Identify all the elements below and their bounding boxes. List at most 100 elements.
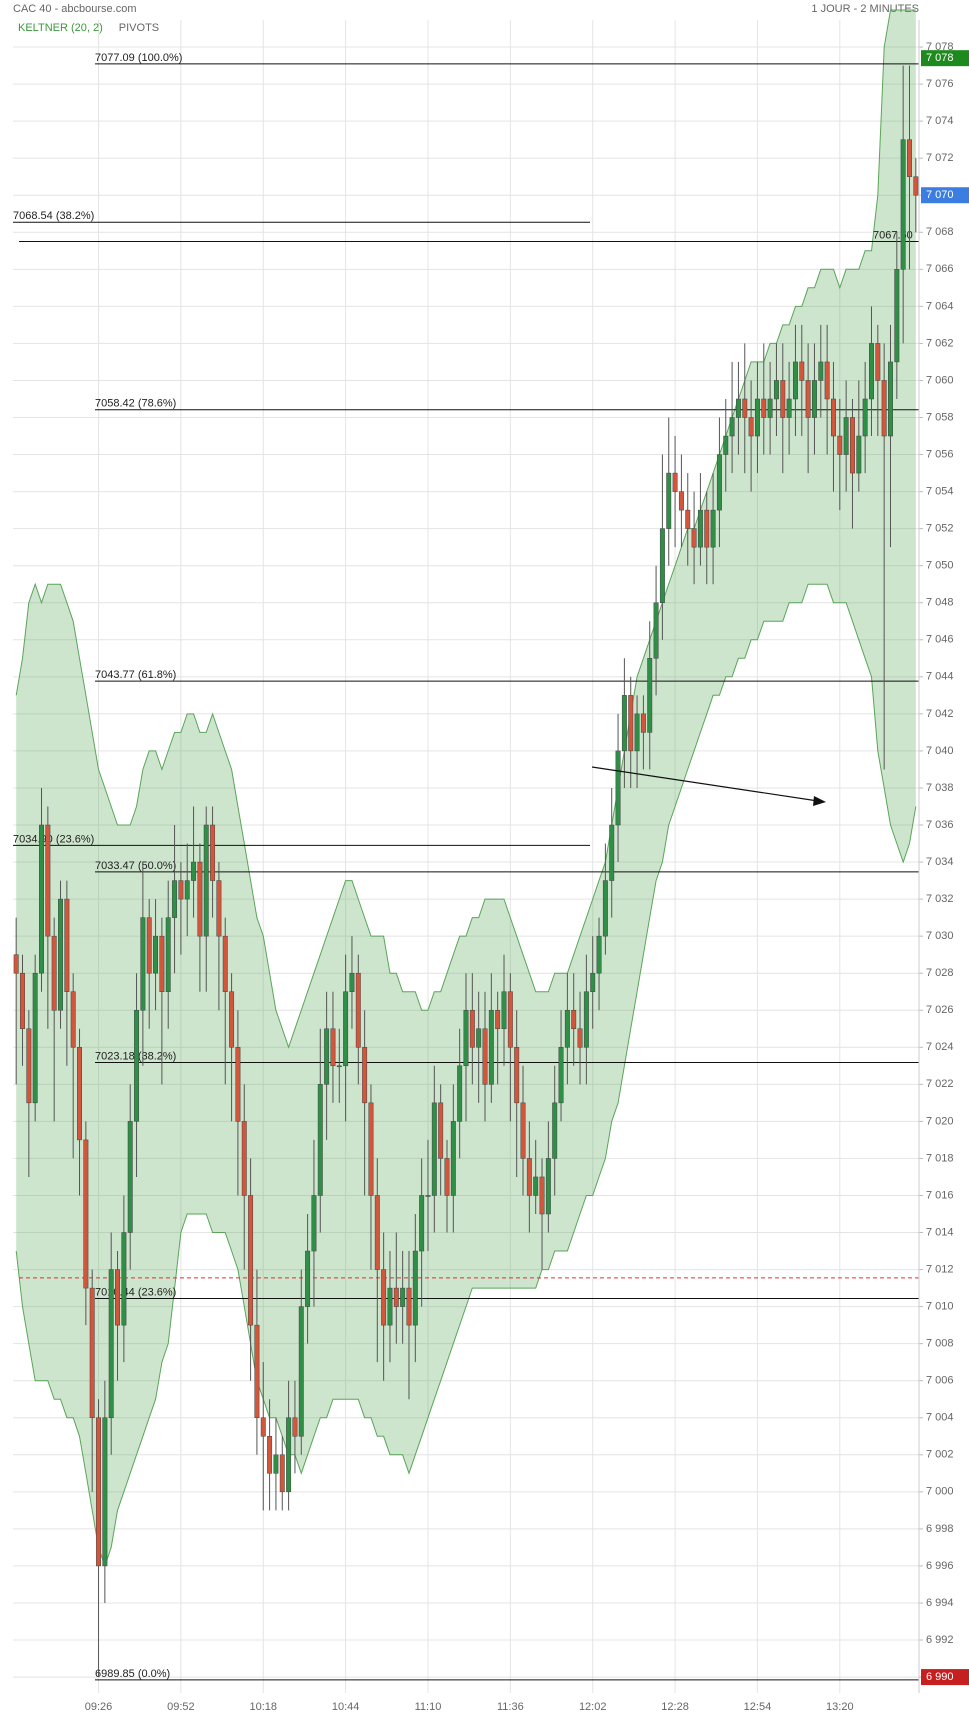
timeframe: 1 JOUR - 2 MINUTES [811,3,919,15]
candle-body [824,361,830,400]
y-tick-label: 7 000 [926,1486,954,1498]
candle-body [862,398,868,437]
y-tick-label: 7 034 [926,856,954,868]
candle-body [856,435,862,474]
candle-body [735,398,741,418]
candle-body [165,917,171,992]
candle-body [51,935,57,1011]
candle-body [431,1102,437,1196]
candle-body [900,139,906,270]
candle-body [248,1195,254,1326]
candle-body [894,269,900,363]
candle-body [723,435,729,455]
y-tick-label: 7 010 [926,1301,954,1313]
candle-body [330,1028,336,1067]
candle-body [716,454,722,511]
y-tick-label: 7 016 [926,1189,954,1201]
candle-body [602,880,608,937]
price-badge-label: 6 990 [926,1671,954,1683]
candle-body [32,972,38,1104]
candle-body [343,991,349,1067]
price-badge [921,187,969,204]
candle-body [501,991,507,1030]
candle-body [102,1417,108,1567]
candle-body [590,972,596,992]
candle-body [89,1287,95,1418]
candle-body [292,1417,298,1437]
candle-body [640,713,646,733]
candles [13,65,919,1678]
y-tick-label: 7 072 [926,152,954,164]
candle-body [203,824,209,937]
candle-body [799,361,805,381]
candle-body [444,1158,450,1196]
y-tick-label: 7 024 [926,1041,954,1053]
candle-body [754,398,760,437]
candle-body [393,1287,399,1307]
candle-body [425,1195,431,1197]
candle-body [805,380,811,418]
candle-body [45,824,51,937]
candle-body [387,1287,393,1326]
candle-body [216,880,222,937]
candle-body [596,935,602,974]
legend-entry: PIVOTS [119,22,159,34]
y-tick-label: 7 076 [926,78,954,90]
candle-body [507,991,513,1048]
candle-body [64,898,70,992]
y-tick-label: 7 060 [926,374,954,386]
fib-level-label: 7077.09 (100.0%) [95,52,182,64]
candle-body [875,343,881,381]
candle-body [159,935,165,992]
candle-body [260,1417,266,1437]
candle-body [134,1009,140,1122]
y-tick-label: 7 066 [926,263,954,275]
candle-body [558,1047,564,1104]
candle-body [647,658,653,733]
y-tick-label: 7 054 [926,486,954,498]
y-tick-label: 6 992 [926,1634,954,1646]
candle-body [279,1454,285,1493]
y-tick-label: 7 020 [926,1115,954,1127]
candle-body [450,1121,456,1196]
candle-body [406,1287,412,1326]
candle-body [653,602,659,659]
candle-body [666,472,672,529]
candle-body [907,139,912,177]
candle-body [457,1065,463,1122]
candle-body [628,695,634,752]
y-tick-label: 7 018 [926,1152,954,1164]
y-tick-label: 7 004 [926,1412,954,1424]
candle-body [748,417,754,437]
candle-body [374,1195,380,1270]
candle-body [786,398,792,418]
levels: 7077.09 (100.0%) 7068.54 (38.2%) 7058.42 (… [13,52,919,1681]
candle-body [837,435,843,455]
candle-body [792,361,798,400]
y-tick-label: 7 078 [926,41,954,53]
candle-body [39,824,44,974]
candle-body [583,991,589,1048]
candle-body [577,1028,583,1048]
fib-level-label: 7068.54 (38.2%) [13,210,94,222]
arrow-head [813,796,826,806]
candle-body [311,1195,317,1252]
y-tick-label: 7 056 [926,448,954,460]
candle-body [254,1324,260,1418]
candle-body [850,417,855,474]
y-tick-label: 7 044 [926,671,954,683]
keltner-band [15,9,917,1568]
candle-body [140,917,146,1011]
y-tick-label: 7 074 [926,115,954,127]
candle-body [539,1176,545,1215]
candle-body [349,972,355,992]
candle-body [811,380,817,418]
price-badge [921,50,969,67]
x-tick-label: 10:18 [249,1701,277,1713]
candle-body [780,380,786,418]
candle-body [146,917,152,974]
price-badge [921,1669,969,1686]
candle-body [191,861,197,881]
candle-body [20,972,25,1030]
